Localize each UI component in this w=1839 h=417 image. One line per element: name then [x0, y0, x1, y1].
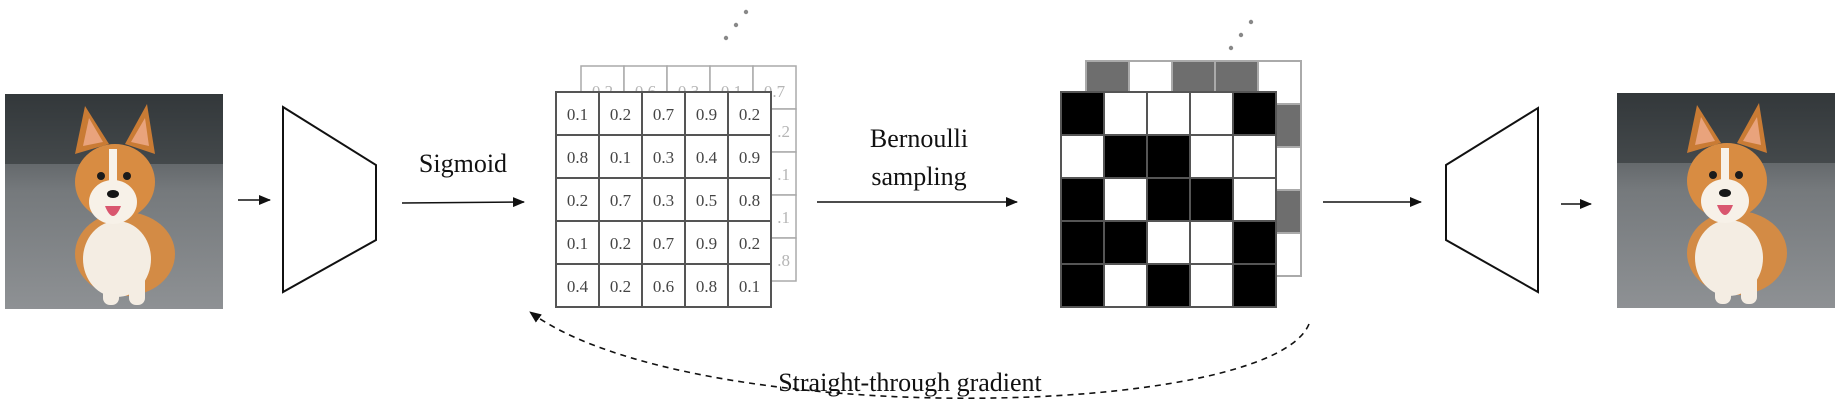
input-corgi-image: [5, 94, 223, 309]
prob-cell: [555, 177, 600, 222]
encoder-trapezoid: [282, 105, 377, 294]
binary-grid-front: [1060, 91, 1277, 308]
bin-cell: [1103, 263, 1148, 308]
prob-value: 0.2: [610, 105, 631, 124]
bin-cell: [1060, 220, 1105, 265]
bin-cell: [1189, 134, 1234, 179]
bin-cell: [1103, 91, 1148, 136]
prob-value: 0.1: [567, 234, 588, 253]
bin-cell: [1189, 177, 1234, 222]
prob-cell: [641, 177, 686, 222]
prob-value: 0.9: [739, 148, 760, 167]
prob-back-value: .2: [777, 122, 790, 141]
prob-stack-dots: [723, 9, 749, 41]
bin-cell: [1103, 134, 1148, 179]
prob-value: 0.2: [567, 191, 588, 210]
prob-value: 0.6: [653, 277, 674, 296]
prob-value: 0.2: [610, 277, 631, 296]
straight-through-gradient-arrow: [529, 311, 1310, 400]
bin-stack-dots: [1228, 19, 1254, 51]
prob-cell: [727, 134, 772, 179]
prob-value: 0.5: [696, 191, 717, 210]
prob-value: 0.8: [739, 191, 760, 210]
prob-value: 0.7: [653, 234, 675, 253]
prob-value: 0.7: [610, 191, 632, 210]
gradient-label: Straight-through gradient: [778, 368, 1042, 397]
bin-cell: [1103, 177, 1148, 222]
prob-value: 0.2: [610, 234, 631, 253]
prob-value: 0.2: [739, 105, 760, 124]
prob-value: 0.4: [696, 148, 718, 167]
prob-value: 0.8: [567, 148, 588, 167]
prob-back-value: .8: [777, 251, 790, 270]
sigmoid-label: Sigmoid: [419, 149, 507, 178]
prob-back-cell: [752, 65, 797, 110]
bin-cell: [1232, 263, 1277, 308]
probability-stack: 0.20.60.30.10.7.2.1.1.8 0.10.20.70.90.20…: [555, 9, 797, 308]
bin-cell: [1232, 91, 1277, 136]
prob-value: 0.7: [653, 105, 675, 124]
bin-cell: [1189, 220, 1234, 265]
prob-value: 0.1: [739, 277, 760, 296]
bin-cell: [1232, 177, 1277, 222]
bin-cell: [1146, 220, 1191, 265]
prob-back-value: .1: [777, 208, 790, 227]
bin-cell: [1060, 134, 1105, 179]
bin-cell: [1146, 177, 1191, 222]
binary-stack: [1060, 19, 1302, 308]
bin-cell: [1232, 134, 1277, 179]
prob-cell: [555, 220, 600, 265]
bin-cell: [1060, 263, 1105, 308]
prob-cell: [727, 220, 772, 265]
output-corgi-image: [1617, 93, 1835, 308]
bin-cell: [1146, 134, 1191, 179]
arrow-sigmoid: [401, 197, 525, 208]
bin-cell: [1060, 177, 1105, 222]
decoder-trapezoid: [1445, 106, 1539, 294]
prob-cell: [727, 263, 772, 308]
prob-cell: [598, 263, 643, 308]
bin-cell: [1103, 220, 1148, 265]
prob-value: 0.9: [696, 234, 717, 253]
bin-cell: [1189, 91, 1234, 136]
bin-cell: [1189, 263, 1234, 308]
probability-grid-front: 0.1 0.2 0.7 0.9 0.2 0.8 0.1 0.3 0.4 0.9 0.2 0.7 0.3 0…: [555, 91, 772, 308]
bernoulli-label-line1: Bernoulli: [870, 124, 968, 153]
prob-value: 0.3: [653, 148, 674, 167]
prob-value: 0.9: [696, 105, 717, 124]
prob-cell: [727, 177, 772, 222]
bin-cell: [1146, 91, 1191, 136]
prob-value: 0.1: [567, 105, 588, 124]
prob-cell: [684, 263, 729, 308]
prob-value: 0.1: [610, 148, 631, 167]
bernoulli-label-line2: sampling: [871, 162, 966, 191]
prob-value: 0.8: [696, 277, 717, 296]
prob-value: 0.4: [567, 277, 589, 296]
prob-back-value: .1: [777, 165, 790, 184]
bin-cell: [1060, 91, 1105, 136]
prob-value: 0.2: [739, 234, 760, 253]
prob-value: 0.3: [653, 191, 674, 210]
bin-cell: [1232, 220, 1277, 265]
bin-cell: [1146, 263, 1191, 308]
